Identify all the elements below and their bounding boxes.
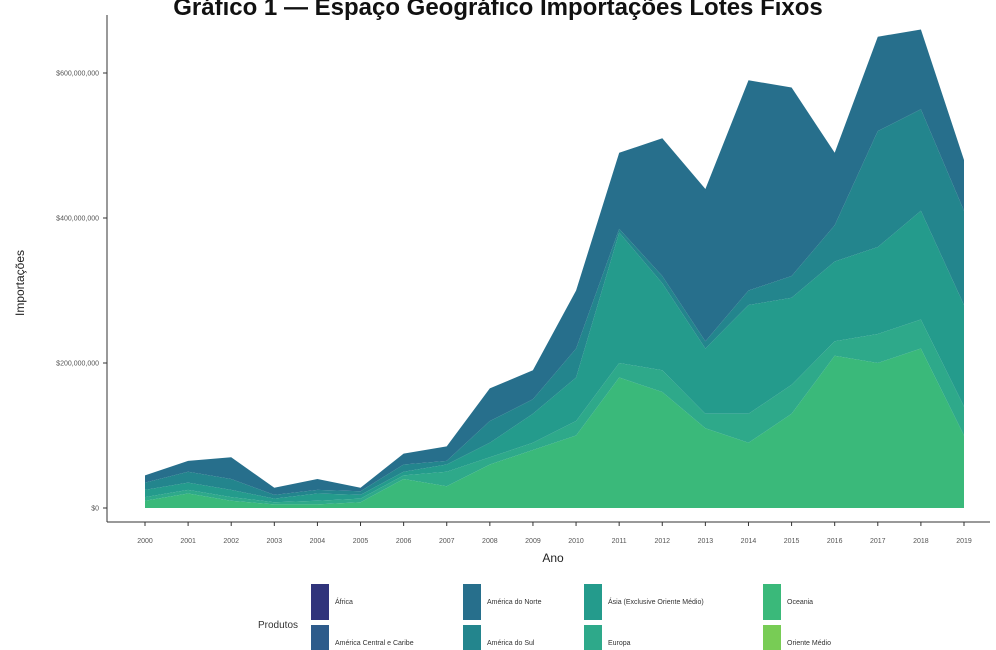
x-tick-label: 2009 [525,538,541,545]
legend-key-america-do-sul [463,625,481,650]
legend-label-america-do-sul: América do Sul [487,640,535,647]
x-tick-label: 2000 [137,538,153,545]
area-series-oceania [145,348,964,508]
x-axis-title: Ano [542,551,564,565]
legend-label-oriente-medio: Oriente Médio [787,640,831,647]
x-tick-label: 2011 [612,538,627,545]
x-tick-label: 2018 [913,538,929,545]
area-series-europa [145,319,964,505]
legend-key-asia-exclusive-oriente-medio [584,584,602,620]
x-tick-label: 2013 [698,538,714,545]
x-tick-label: 2010 [568,538,584,545]
x-tick-label: 2016 [827,538,843,545]
legend-label-asia-exclusive-oriente-medio: Ásia (Exclusive Oriente Médio) [608,597,704,606]
y-tick-label: $400,000,000 [56,216,99,223]
x-tick-label: 2012 [654,538,670,545]
x-tick-label: 2005 [353,538,369,545]
area-series-asia-exclusive-oriente-medio [145,210,964,503]
legend-label-america-do-norte: América do Norte [487,599,542,606]
y-tick-label: $0 [91,506,99,513]
x-tick-label: 2002 [223,538,239,545]
x-tick-label: 2003 [267,538,283,545]
y-axis-ticks: $0 $200,000,000 $400,000,000 $600,000,000 [56,71,107,513]
legend-key-oriente-medio [763,625,781,650]
x-axis-ticks: 2000 2001 2002 2003 2004 2005 2006 2007 2008 2009… [137,522,972,545]
y-axis-title: Importações [13,250,27,316]
legend: Produtos África América Central e Caribe A… [258,584,831,650]
area-series-america-do-norte [145,29,964,495]
x-tick-label: 2007 [439,538,455,545]
x-tick-label: 2004 [310,538,326,545]
chart-title: Gráfico 1 — Espaço Geográfico Importaçõe… [173,0,823,21]
legend-key-europa [584,625,602,650]
legend-key-oceania [763,584,781,620]
area-layers [145,29,964,508]
area-series-america-do-sul [145,109,964,499]
legend-title: Produtos [258,620,298,631]
legend-label-africa: África [335,597,353,606]
legend-key-america-do-norte [463,584,481,620]
legend-label-europa: Europa [608,640,631,647]
x-tick-label: 2015 [784,538,800,545]
x-tick-label: 2001 [180,538,196,545]
y-tick-label: $600,000,000 [56,71,99,78]
legend-key-america-central-e-caribe [311,625,329,650]
y-tick-label: $200,000,000 [56,361,99,368]
x-tick-label: 2006 [396,538,412,545]
x-tick-label: 2019 [956,538,972,545]
x-tick-label: 2017 [870,538,886,545]
x-tick-label: 2008 [482,538,498,545]
legend-label-america-central-e-caribe: América Central e Caribe [335,640,414,647]
legend-label-oceania: Oceania [787,599,813,606]
x-tick-label: 2014 [741,538,757,545]
legend-key-africa [311,584,329,620]
